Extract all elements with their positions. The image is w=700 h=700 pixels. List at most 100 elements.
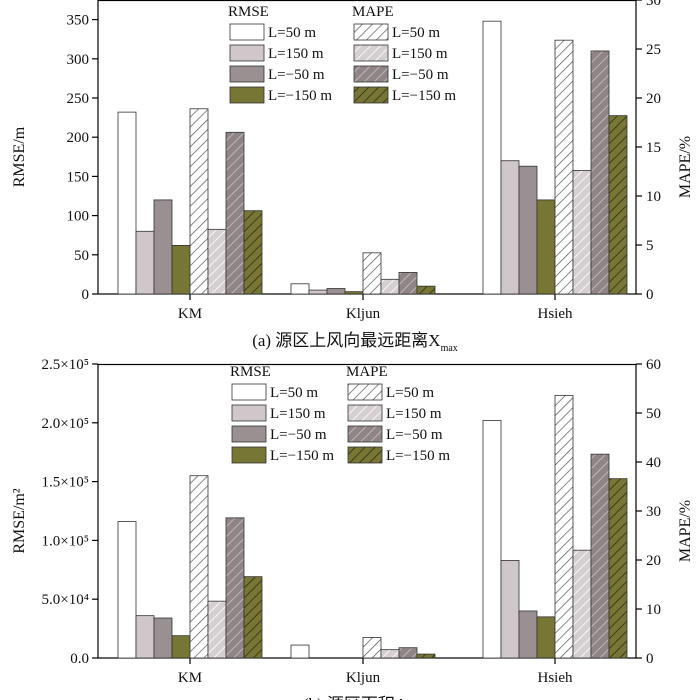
rmse-bar <box>290 644 310 659</box>
mape-bar <box>572 170 592 295</box>
legend-swatch <box>347 404 383 422</box>
panel-a: 0 50 100 150 200 250 300 350 0 5 10 15 20 25 30 RMSE/m M… <box>11 0 694 354</box>
rmse-bar <box>135 615 155 659</box>
mape-bar <box>189 108 209 295</box>
left-tick-label: 2.5×10⁵ <box>42 357 89 373</box>
legend-swatch <box>229 65 265 83</box>
mape-bar <box>416 653 436 659</box>
legend-swatch <box>347 425 383 443</box>
left-tick-label: 1.5×10⁵ <box>42 475 89 491</box>
rmse-bar <box>135 230 155 295</box>
legend-label: L=150 m <box>270 406 326 422</box>
legend-label: L=−50 m <box>392 67 449 83</box>
legend-swatch <box>231 446 267 464</box>
legend-swatch <box>231 383 267 401</box>
mape-bar <box>590 453 610 659</box>
panel-b: 0.0 5.0×10⁴ 1.0×10⁵ 1.5×10⁵ 2.0×10⁵ 2.5×10⁵ 0 1… <box>11 357 694 700</box>
mape-bar <box>398 647 418 659</box>
left-tick-label: 2.0×10⁵ <box>42 416 89 432</box>
left-tick-label: 100 <box>67 209 90 225</box>
rmse-bar <box>171 635 191 659</box>
left-tick-label: 350 <box>67 13 90 29</box>
right-tick-label: 10 <box>646 602 661 618</box>
legend-header: MAPE <box>352 4 394 20</box>
mape-bar <box>243 576 263 659</box>
category-label: KM <box>178 670 202 686</box>
legend: RMSE MAPE L=50 m L=150 m L=−50 m L=−150 m L=50… <box>230 364 450 464</box>
mape-bar <box>207 600 227 659</box>
mape-bar <box>243 210 263 295</box>
right-tick-label: 50 <box>646 406 661 422</box>
mape-bar <box>590 50 610 295</box>
mape-bar <box>608 478 628 659</box>
mape-bar <box>608 115 628 295</box>
category-label: KM <box>178 306 202 322</box>
legend-header: RMSE <box>228 4 269 20</box>
left-tick-label: 5.0×10⁴ <box>42 592 89 608</box>
caption-subscript: max <box>441 343 458 354</box>
rmse-bar <box>117 111 137 295</box>
legend-label: L=−150 m <box>268 88 332 104</box>
rmse-bar <box>536 616 556 659</box>
y-axis-title-left: RMSE/m² <box>11 488 28 553</box>
legend-label: L=−150 m <box>392 88 456 104</box>
left-tick-label: 300 <box>67 52 90 68</box>
legend: RMSE MAPE L=50 m L=150 m L=−50 m L=−150 m L=50… <box>228 4 456 104</box>
mape-bar <box>189 475 209 659</box>
left-tick-label: 200 <box>67 130 90 146</box>
category-label: Hsieh <box>538 670 573 686</box>
category-label: Kljun <box>346 670 381 686</box>
rmse-bar <box>153 199 173 295</box>
left-tick-label: 0.0 <box>70 651 89 667</box>
mape-bar <box>207 228 227 295</box>
right-tick-label: 25 <box>646 42 661 58</box>
rmse-bar <box>518 610 538 659</box>
caption-text: (a) 源区上风向最远距离X <box>252 331 440 350</box>
legend-swatch <box>353 23 389 41</box>
legend-swatch <box>231 425 267 443</box>
rmse-bar <box>308 289 328 295</box>
right-tick-label: 0 <box>646 651 654 667</box>
right-tick-label: 10 <box>646 189 661 205</box>
right-tick-label: 20 <box>646 553 661 569</box>
mape-bar <box>225 517 245 659</box>
category-label: Kljun <box>346 306 381 322</box>
y-axis-title-left: RMSE/m <box>11 126 28 187</box>
legend-label: L=−150 m <box>386 448 450 464</box>
legend-swatch <box>229 23 265 41</box>
legend-label: L=−50 m <box>268 67 325 83</box>
mape-bar <box>380 649 400 659</box>
left-tick-label: 50 <box>74 248 89 264</box>
mape-bar <box>380 278 400 295</box>
mape-bar <box>225 131 245 295</box>
legend-swatch <box>229 44 265 62</box>
legend-label: L=50 m <box>268 25 316 41</box>
rmse-bar <box>518 165 538 295</box>
right-tick-label: 0 <box>646 287 654 303</box>
legend-label: L=−50 m <box>270 427 327 443</box>
legend-swatch <box>347 446 383 464</box>
legend-swatch <box>353 86 389 104</box>
left-tick-label: 0 <box>82 287 90 303</box>
category-label: Hsieh <box>538 306 573 322</box>
rmse-bar <box>500 160 520 295</box>
legend-header: RMSE <box>230 364 271 380</box>
legend-label: L=150 m <box>386 406 442 422</box>
legend-label: L=50 m <box>386 385 434 401</box>
right-tick-label: 60 <box>646 357 661 373</box>
rmse-bar <box>117 521 137 659</box>
mape-bar <box>362 637 382 659</box>
left-tick-label: 250 <box>67 91 90 107</box>
rmse-bar <box>326 288 346 295</box>
right-tick-label: 20 <box>646 91 661 107</box>
right-tick-label: 15 <box>646 140 661 156</box>
legend-label: L=50 m <box>270 385 318 401</box>
mape-bar <box>572 549 592 659</box>
rmse-bar <box>290 283 310 295</box>
legend-swatch <box>353 44 389 62</box>
mape-bar <box>362 252 382 295</box>
legend-label: L=50 m <box>392 25 440 41</box>
rmse-bar <box>536 199 556 295</box>
panel-caption: (b) 源区面积A <box>303 695 408 700</box>
